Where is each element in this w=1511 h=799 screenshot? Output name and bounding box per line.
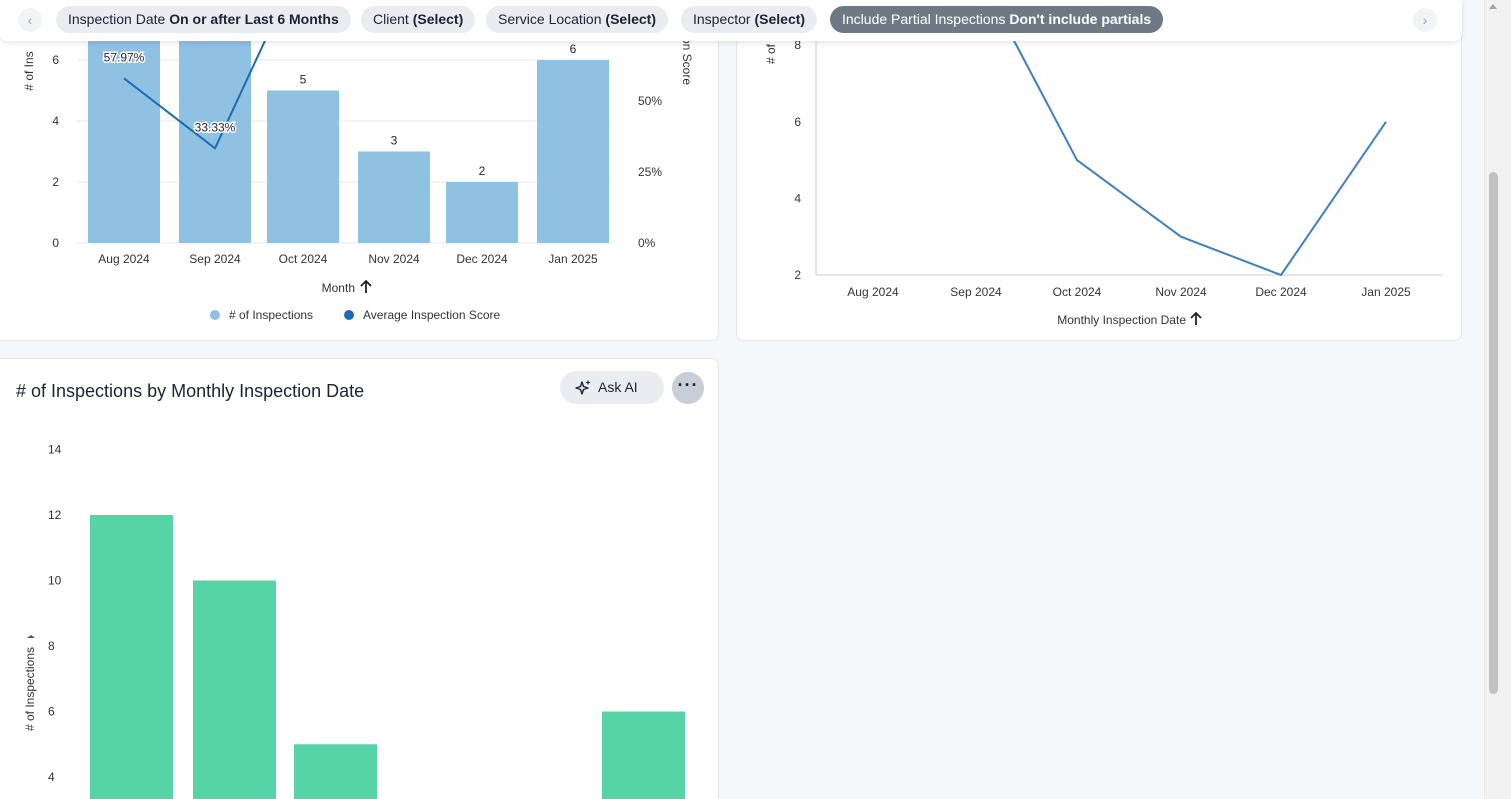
y-tick-label: 6	[48, 705, 55, 719]
x-tick-label: Nov 2024	[1155, 285, 1207, 299]
filter-value: Don't include partials	[1009, 11, 1152, 27]
x-tick-label: Jan 2025	[548, 252, 598, 266]
x-tick-label: Aug 2024	[98, 252, 150, 266]
legend-swatch-inspections	[210, 310, 220, 320]
filter-label: Include Partial Inspections	[842, 11, 1006, 27]
bar[interactable]	[193, 580, 276, 799]
filter-label: Inspection Date	[68, 11, 166, 27]
more-icon: ···	[677, 375, 699, 395]
bar[interactable]	[446, 182, 518, 243]
y-tick-label: 4	[794, 191, 801, 205]
filter-label: Inspector	[693, 11, 751, 27]
x-tick-label: Oct 2024	[279, 252, 328, 266]
y-tick-label: 0	[52, 236, 59, 250]
scroll-up-icon[interactable]	[1489, 4, 1497, 9]
filter-chip-client[interactable]: Client (Select)	[361, 6, 476, 33]
bar-data-label: 6	[570, 42, 577, 56]
bar-chart-card: # of Inspections by Monthly Inspection D…	[0, 358, 719, 799]
x-tick-label: Nov 2024	[368, 252, 420, 266]
y-tick-label: 2	[794, 268, 801, 282]
y2-tick-label: 25%	[638, 165, 662, 179]
scrollbar-thumb[interactable]	[1489, 172, 1498, 694]
line-x-axis-label: Monthly Inspection Date	[1057, 313, 1186, 327]
series-line[interactable]	[873, 0, 1387, 277]
x-tick-label: Oct 2024	[1053, 285, 1102, 299]
bar[interactable]	[358, 151, 430, 244]
y2-tick-label: 50%	[638, 94, 662, 108]
bar-y-axis-label: # of Inspections	[23, 647, 37, 731]
y-tick-label: 4	[48, 770, 55, 784]
scroll-left-button[interactable]: ‹	[18, 8, 42, 32]
card-title: # of Inspections by Monthly Inspection D…	[16, 381, 365, 401]
bar[interactable]	[602, 711, 685, 799]
y-tick-label: 14	[48, 443, 62, 457]
y-tick-label: 8	[48, 639, 55, 653]
filter-chip-partial-inspections[interactable]: Include Partial Inspections Don't includ…	[830, 6, 1164, 33]
y-tick-label: 2	[52, 175, 59, 189]
chevron-right-icon: ›	[1422, 12, 1428, 28]
x-tick-label: Sep 2024	[189, 252, 241, 266]
legend-swatch-avg-score	[344, 310, 354, 320]
y-tick-label: 6	[794, 115, 801, 129]
filter-value: (Select)	[754, 11, 806, 27]
y-tick-label: 8	[794, 38, 801, 52]
sparkle-icon	[575, 380, 591, 395]
more-options-button[interactable]: ···	[672, 372, 704, 404]
x-tick-label: Aug 2024	[847, 285, 899, 299]
filter-label: Client	[373, 11, 409, 27]
y-tick-label: 12	[48, 508, 62, 522]
arrow-up-icon[interactable]	[360, 279, 372, 293]
combo-legend: # of Inspections Average Inspection Scor…	[210, 308, 501, 322]
filter-value: (Select)	[605, 11, 656, 27]
ask-ai-label: Ask AI	[598, 379, 638, 395]
line-data-label: 57.97%	[104, 50, 145, 64]
bar[interactable]	[267, 90, 339, 244]
legend-item-inspections[interactable]: # of Inspections	[229, 308, 313, 322]
filter-value: On or after Last 6 Months	[169, 11, 339, 27]
bar[interactable]	[537, 60, 609, 243]
combo-y-axis-label: # of Ins	[22, 51, 36, 90]
combo-y2-axis-label: on Score	[680, 37, 694, 85]
filter-bar: ‹ Inspection Date On or after Last 6 Mon…	[0, 0, 1462, 41]
y-tick-label: 6	[52, 53, 59, 67]
y2-tick-label: 0%	[638, 236, 656, 250]
arrow-up-icon[interactable]	[1190, 311, 1202, 325]
x-tick-label: Sep 2024	[950, 285, 1002, 299]
line-chart: 2 4 6 8 Aug 2024 Sep 2024 Oct 2024 Nov 2024 Dec…	[764, 0, 1443, 327]
bar-data-label: 5	[300, 73, 307, 87]
combo-x-axis-label: Month	[322, 281, 355, 295]
filter-chip-service-location[interactable]: Service Location (Select)	[486, 6, 668, 33]
y-tick-label: 4	[52, 114, 59, 128]
combo-chart-card: 5 3 2 6 57.97% 33.33% 0 2 4 6 0% 25% 50% Aug 2024…	[0, 0, 719, 341]
x-tick-label: Dec 2024	[456, 252, 508, 266]
scroll-right-button[interactable]: ›	[1413, 8, 1437, 32]
chevron-left-icon: ‹	[27, 12, 33, 28]
legend-item-avg-score[interactable]: Average Inspection Score	[363, 308, 501, 322]
bar-data-label: 3	[391, 134, 398, 148]
line-chart-card: 2 4 6 8 Aug 2024 Sep 2024 Oct 2024 Nov 2024 Dec…	[736, 0, 1462, 341]
bar[interactable]	[90, 515, 173, 799]
bar-chart: 4 6 8 10 12 14 # of Inspections	[23, 443, 685, 799]
filter-label: Service Location	[498, 11, 602, 27]
bar-data-label: 2	[479, 164, 486, 178]
bar[interactable]	[294, 744, 377, 799]
page-scrollbar[interactable]	[1484, 0, 1511, 799]
ask-ai-button[interactable]: Ask AI	[560, 371, 664, 404]
x-tick-label: Jan 2025	[1361, 285, 1411, 299]
filter-value: (Select)	[412, 11, 464, 27]
combo-chart: 5 3 2 6 57.97% 33.33% 0 2 4 6 0% 25% 50% Aug 2024…	[22, 0, 694, 322]
filter-chip-inspector[interactable]: Inspector (Select)	[681, 6, 818, 33]
line-data-label: 33.33%	[195, 120, 236, 134]
y-tick-label: 10	[48, 574, 62, 588]
sort-desc-icon[interactable]	[27, 635, 35, 638]
x-tick-label: Dec 2024	[1255, 285, 1307, 299]
filter-chip-inspection-date[interactable]: Inspection Date On or after Last 6 Month…	[56, 6, 351, 33]
